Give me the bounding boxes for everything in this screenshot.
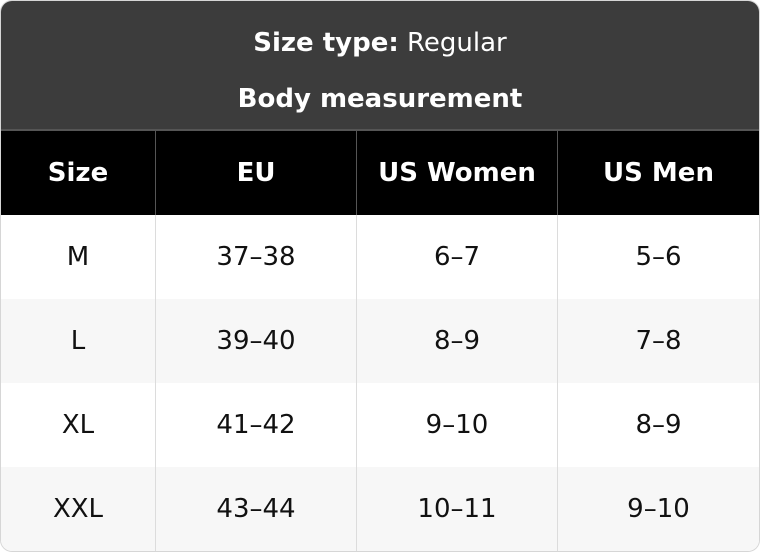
table-cell: 7–8	[557, 299, 759, 383]
size-type: Size type: Regular	[1, 1, 759, 59]
table-cell: 37–38	[155, 215, 356, 299]
subtitle: Body measurement	[237, 84, 523, 114]
table-cell: 39–40	[155, 299, 356, 383]
size-type-value: Regular	[407, 28, 507, 58]
table-cell: XL	[61, 410, 95, 440]
column-header: EU	[155, 131, 356, 215]
table-cell: 41–42	[155, 383, 356, 467]
table-cell: XXL	[1, 467, 155, 551]
size-table: Size EU US Women US Men M 37–38 6–7 5–6 L 39–40 8–…	[1, 131, 759, 551]
table-cell: L	[1, 299, 155, 383]
table-cell: 9–10	[356, 383, 557, 467]
size-type-label: Size type:	[253, 28, 399, 58]
column-header: US Women	[356, 131, 557, 215]
table-cell: 5–6	[557, 215, 759, 299]
table-cell: 8–9	[356, 299, 557, 383]
column-header: US Men	[557, 131, 759, 215]
column-header: Size	[1, 131, 155, 215]
card-header: Size type: Regular Body measurement	[1, 1, 759, 131]
table-cell: 10–11	[356, 467, 557, 551]
table-cell: 8–9	[557, 383, 759, 467]
table-cell: 43–44	[155, 467, 356, 551]
table-cell: 9–10	[557, 467, 759, 551]
table-cell: M	[66, 242, 90, 272]
table-cell: 6–7	[356, 215, 557, 299]
